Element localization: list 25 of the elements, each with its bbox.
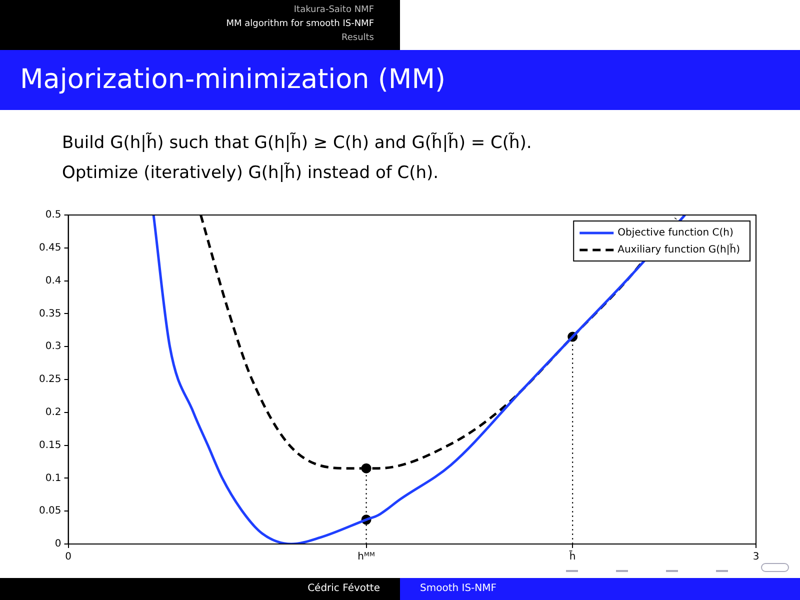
x-tick-label: 0 <box>65 552 72 563</box>
text: Build G(h|h̃) such that G(h|h̃) ≥ C(h) and G(h̃|h̃) = C(h̃). <box>62 132 532 155</box>
legend-label: Auxiliary function G(h|h̃) <box>618 242 740 256</box>
y-tick-label: 0.25 <box>39 374 62 386</box>
x-tick-label: hᴹᴹ <box>358 552 375 563</box>
y-tick-label: 0.5 <box>45 210 62 221</box>
x-tick-label: 3 <box>752 552 760 563</box>
text: Cédric Févotte <box>0 578 400 600</box>
y-tick-label: 0 <box>54 538 62 550</box>
y-tick-label: 0.2 <box>45 406 62 418</box>
y-tick-label: 0.15 <box>39 440 62 451</box>
text: Itakura-Saito NMF <box>292 4 374 17</box>
text: Optimize (iteratively) G(h|h̃) instead of C(h). <box>62 162 440 185</box>
y-tick-label: 0.4 <box>45 275 62 286</box>
text: Results <box>340 32 374 45</box>
legend-label: Objective function C(h) <box>618 228 734 239</box>
y-tick-label: 0.05 <box>39 506 62 517</box>
text: Smooth IS-NMF <box>400 578 800 600</box>
text: MM algorithm for smooth IS-NMF <box>225 18 374 31</box>
y-tick-label: 0.35 <box>39 308 62 320</box>
x-tick-label: h̄ <box>569 550 576 563</box>
chart-title: Majorization-minimization (MM) <box>0 50 800 110</box>
y-tick-label: 0.1 <box>45 472 62 484</box>
y-tick-label: 0.45 <box>39 242 62 254</box>
y-tick-label: 0.3 <box>45 341 62 352</box>
